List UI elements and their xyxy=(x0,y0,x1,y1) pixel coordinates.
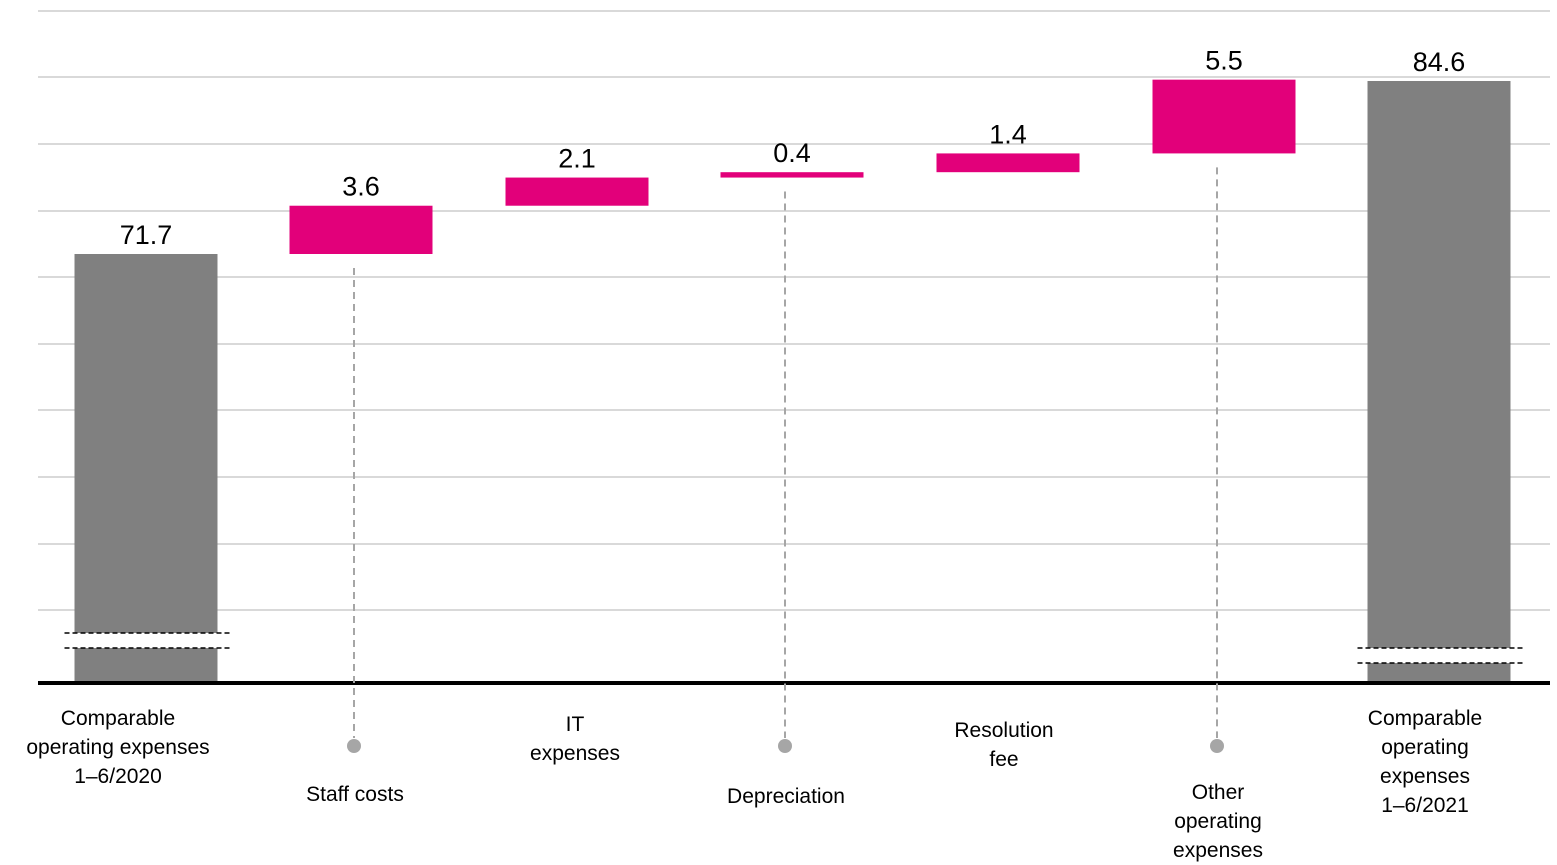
category-label: Staff costs xyxy=(306,780,404,809)
data-label: 5.5 xyxy=(1205,46,1243,76)
data-label: 0.4 xyxy=(773,138,811,168)
increase-bar xyxy=(721,172,864,177)
category-label: Other operating expenses xyxy=(1173,778,1263,865)
category-label: Comparable operating expenses 1–6/2021 xyxy=(1359,704,1491,820)
category-label: IT expenses xyxy=(530,710,620,768)
category-label: Comparable operating expenses 1–6/2020 xyxy=(26,704,209,791)
data-label: 1.4 xyxy=(989,119,1027,149)
increase-bar xyxy=(1153,80,1296,154)
axis-break-gap xyxy=(75,633,218,648)
data-label: 71.7 xyxy=(120,220,173,250)
axis-break-gap xyxy=(1368,648,1511,663)
data-label: 3.6 xyxy=(342,172,380,202)
leader-dot xyxy=(347,739,361,753)
leader-dot xyxy=(778,739,792,753)
leader-dot xyxy=(1210,739,1224,753)
total-bar xyxy=(75,254,218,681)
data-label: 84.6 xyxy=(1413,47,1466,77)
category-label: Depreciation xyxy=(727,782,845,811)
increase-bar xyxy=(937,153,1080,172)
data-label: 2.1 xyxy=(558,144,596,174)
increase-bar xyxy=(290,206,433,254)
category-label: Resolution fee xyxy=(954,716,1053,774)
increase-bar xyxy=(506,178,649,206)
total-bar xyxy=(1368,81,1511,681)
